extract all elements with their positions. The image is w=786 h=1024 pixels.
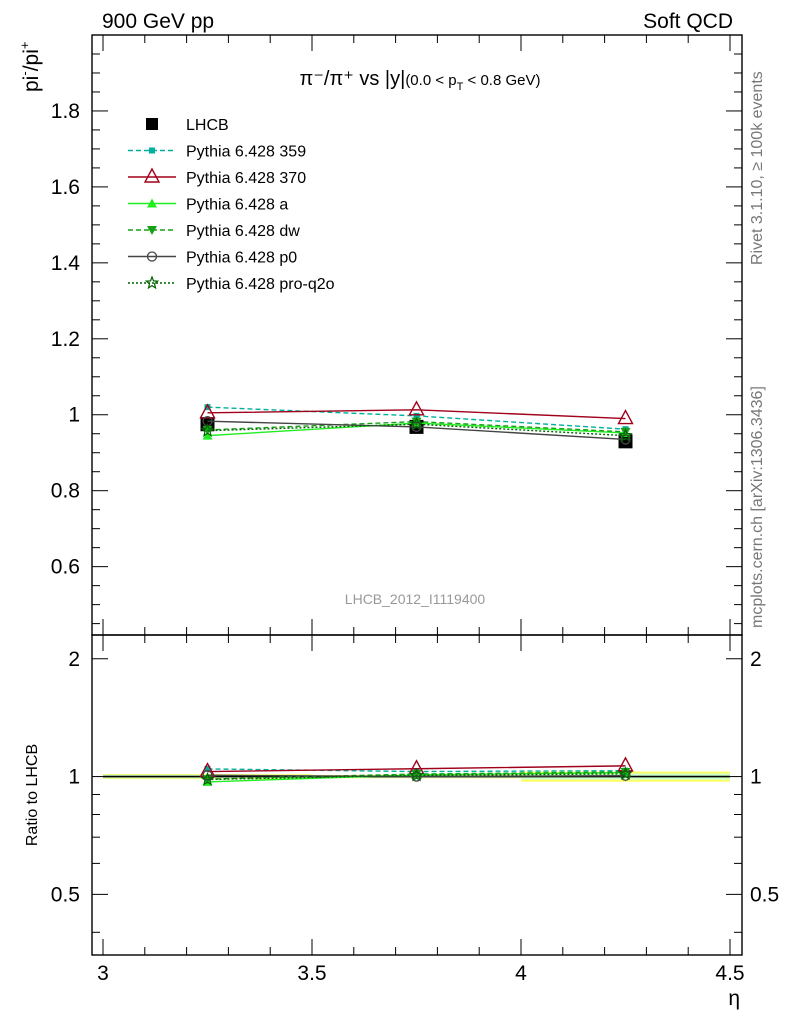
legend-entry-4-label: Pythia 6.428 dw xyxy=(186,223,300,240)
series-2-point xyxy=(199,403,216,419)
analysis-watermark: LHCB_2012_I1119400 xyxy=(345,591,486,607)
legend-entry-5-label: Pythia 6.428 p0 xyxy=(186,250,297,267)
ratio-series-5-point xyxy=(409,767,424,782)
legend-entry-0-marker xyxy=(146,118,158,130)
x-tick-label: 4.5 xyxy=(715,962,744,985)
ratio-series-4-point xyxy=(620,770,631,781)
legend-entry-4-marker xyxy=(147,226,157,235)
ratio-y-tick-label: 2 xyxy=(68,648,80,671)
header-right: Soft QCD xyxy=(643,10,733,33)
series-4-point xyxy=(620,427,631,437)
main-panel: 0.6 0.8 1 1.2 1.4 1.6 1.8 xyxy=(51,34,743,955)
series-1-point xyxy=(204,404,211,411)
ratio-series-5-point xyxy=(618,766,633,781)
y-tick-label: 1.2 xyxy=(51,328,80,351)
legend-entry-0-label: LHCB xyxy=(186,117,229,134)
ratio-y-tick-label: 0.5 xyxy=(51,883,80,906)
mcplots-label: mcplots.cern.ch [arXiv:1306.3436] xyxy=(749,386,766,628)
y-tick-label: 0.8 xyxy=(51,480,80,503)
y-tick-label: 1.8 xyxy=(51,100,80,123)
series-2-point xyxy=(617,409,634,425)
ratio-series-3-point xyxy=(620,768,631,778)
main-plot-title: π⁻/π⁺ vs |y|(0.0 < pT < 0.8 GeV) xyxy=(300,68,541,93)
legend: LHCB Pythia 6.428 359 Pythia 6.428 370 Pyth… xyxy=(128,117,335,293)
title-main: π⁻/π⁺ vs |y| xyxy=(300,68,406,90)
series-2-point xyxy=(408,400,425,416)
x-tick-label: 4 xyxy=(515,962,527,985)
legend-entry-2-marker xyxy=(143,167,161,183)
ylabel-sup1: - xyxy=(17,71,32,75)
series-2-line xyxy=(207,409,626,420)
ylabel-base2: /pi xyxy=(20,49,43,71)
ratio-y-tick-label-right: 0.5 xyxy=(750,883,779,906)
x-tick-label: 3 xyxy=(97,962,109,985)
series-6-point xyxy=(409,416,424,431)
ratio-panel: 3 3.5 4 4.5 0.5 0.5 1 1 2 2 xyxy=(51,634,779,985)
x-axis-label: η xyxy=(728,987,740,1010)
ratio-series-5-line xyxy=(207,773,626,781)
rivet-version-label: Rivet 3.1.10, ≥ 100k events xyxy=(749,71,766,265)
main-y-axis-label: pi-/pi+ xyxy=(17,42,43,92)
x-tick-label: 3.5 xyxy=(297,962,326,985)
series-5-point xyxy=(620,434,631,445)
title-range-end: < 0.8 GeV) xyxy=(463,72,540,89)
ratio-series-0-point xyxy=(204,765,211,772)
legend-entry-1-label: Pythia 6.428 359 xyxy=(186,144,306,161)
ratio-series-4-point xyxy=(411,771,422,782)
series-0-point xyxy=(618,434,633,449)
y-tick-label: 0.6 xyxy=(51,556,80,579)
legend-entry-3-marker xyxy=(147,198,157,208)
series-6-point xyxy=(200,423,215,437)
ylabel-base1: pi xyxy=(20,76,43,92)
series-1-point xyxy=(413,412,420,419)
ratio-series-5-point xyxy=(200,771,215,786)
legend-entry-6-marker xyxy=(144,275,160,290)
ratio-frame xyxy=(91,634,743,956)
ratio-y-tick-label-right: 2 xyxy=(750,648,762,671)
title-sub: T xyxy=(457,81,464,93)
series-5-point xyxy=(411,421,422,433)
header-left: 900 GeV pp xyxy=(102,10,214,33)
y-tick-label: 1.6 xyxy=(51,176,80,199)
ratio-y-axis-label: Ratio to LHCB xyxy=(24,744,41,846)
series-3-point xyxy=(202,430,213,440)
series-6-line xyxy=(207,423,626,437)
ylabel-sup2: + xyxy=(17,42,32,50)
ratio-y-tick-label: 1 xyxy=(68,766,80,789)
ratio-series-4-point xyxy=(202,770,213,781)
legend-entry-2-label: Pythia 6.428 370 xyxy=(186,170,306,187)
y-tick-label: 1.4 xyxy=(51,252,81,275)
legend-entry-3-label: Pythia 6.428 a xyxy=(186,197,288,214)
legend-entry-1-marker xyxy=(149,147,155,154)
y-tick-label: 1 xyxy=(68,404,80,427)
series-6-point xyxy=(618,427,633,442)
title-range: (0.0 < p xyxy=(405,72,456,89)
ratio-series-4-line xyxy=(207,774,626,778)
legend-entry-6-label: Pythia 6.428 pro-q2o xyxy=(186,276,335,293)
ratio-y-tick-label-right: 1 xyxy=(750,766,762,789)
legend-entry-5-marker xyxy=(146,251,158,262)
